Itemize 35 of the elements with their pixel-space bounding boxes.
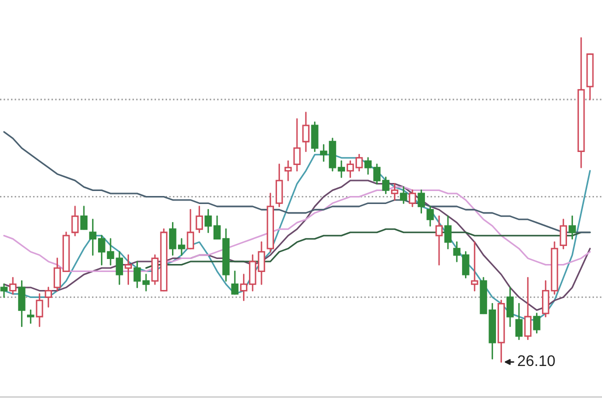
candlestick (533, 312, 540, 334)
candlestick (560, 218, 567, 250)
candlestick (515, 302, 523, 340)
candlestick (400, 186, 408, 204)
candlestick (0, 284, 8, 298)
candlestick (18, 280, 26, 328)
candlestick (124, 254, 132, 285)
candlestick (44, 286, 52, 308)
candlestick (364, 157, 372, 175)
candlestick (9, 277, 16, 295)
candlestick (186, 208, 194, 250)
candlestick (568, 215, 576, 240)
candlestick (302, 112, 310, 152)
candlestick (116, 251, 124, 285)
candlestick (470, 241, 478, 292)
candlestick (293, 118, 301, 172)
candlestick (444, 215, 452, 250)
candlestick (71, 206, 79, 236)
candlestick (391, 183, 398, 201)
candlestick (426, 206, 434, 227)
candlestick (524, 277, 532, 340)
candlestick (435, 215, 443, 266)
candlestick (506, 286, 514, 328)
candlestick (284, 160, 292, 182)
candlestick (231, 270, 238, 295)
candlestick (418, 190, 425, 214)
candlestick (80, 206, 88, 230)
candlestick (276, 164, 283, 208)
candlestick (542, 280, 550, 318)
candlestick (258, 241, 266, 285)
candlestick (311, 121, 318, 152)
candlestick (408, 190, 416, 208)
candlestick (338, 160, 346, 178)
annotation: 26.10 (518, 355, 555, 366)
candlestick (196, 206, 203, 234)
